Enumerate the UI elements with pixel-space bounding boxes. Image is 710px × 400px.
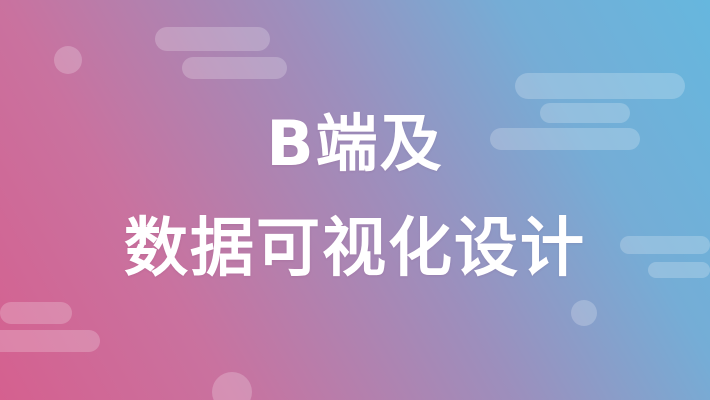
banner-title-line-2: 数据可视化设计 [124, 212, 586, 286]
cloud-decoration-right-top [515, 73, 685, 99]
cloud-decoration-far-right-lower [648, 262, 710, 278]
cloud-decoration-right-lower [490, 128, 640, 150]
cloud-decoration-far-right [620, 236, 710, 254]
circle-decoration-bottom [212, 372, 252, 400]
cloud-decoration-bottom-left [0, 302, 72, 324]
banner-title-line-1: B端及 [266, 107, 444, 180]
cloud-decoration-bottom-left-lower [0, 330, 100, 352]
cloud-decoration-right-middle [540, 103, 630, 123]
circle-decoration-right [571, 300, 597, 326]
circle-decoration-top-left [54, 46, 82, 74]
cloud-decoration-top-left-lower [182, 57, 287, 79]
cloud-decoration-top-left [155, 27, 270, 51]
